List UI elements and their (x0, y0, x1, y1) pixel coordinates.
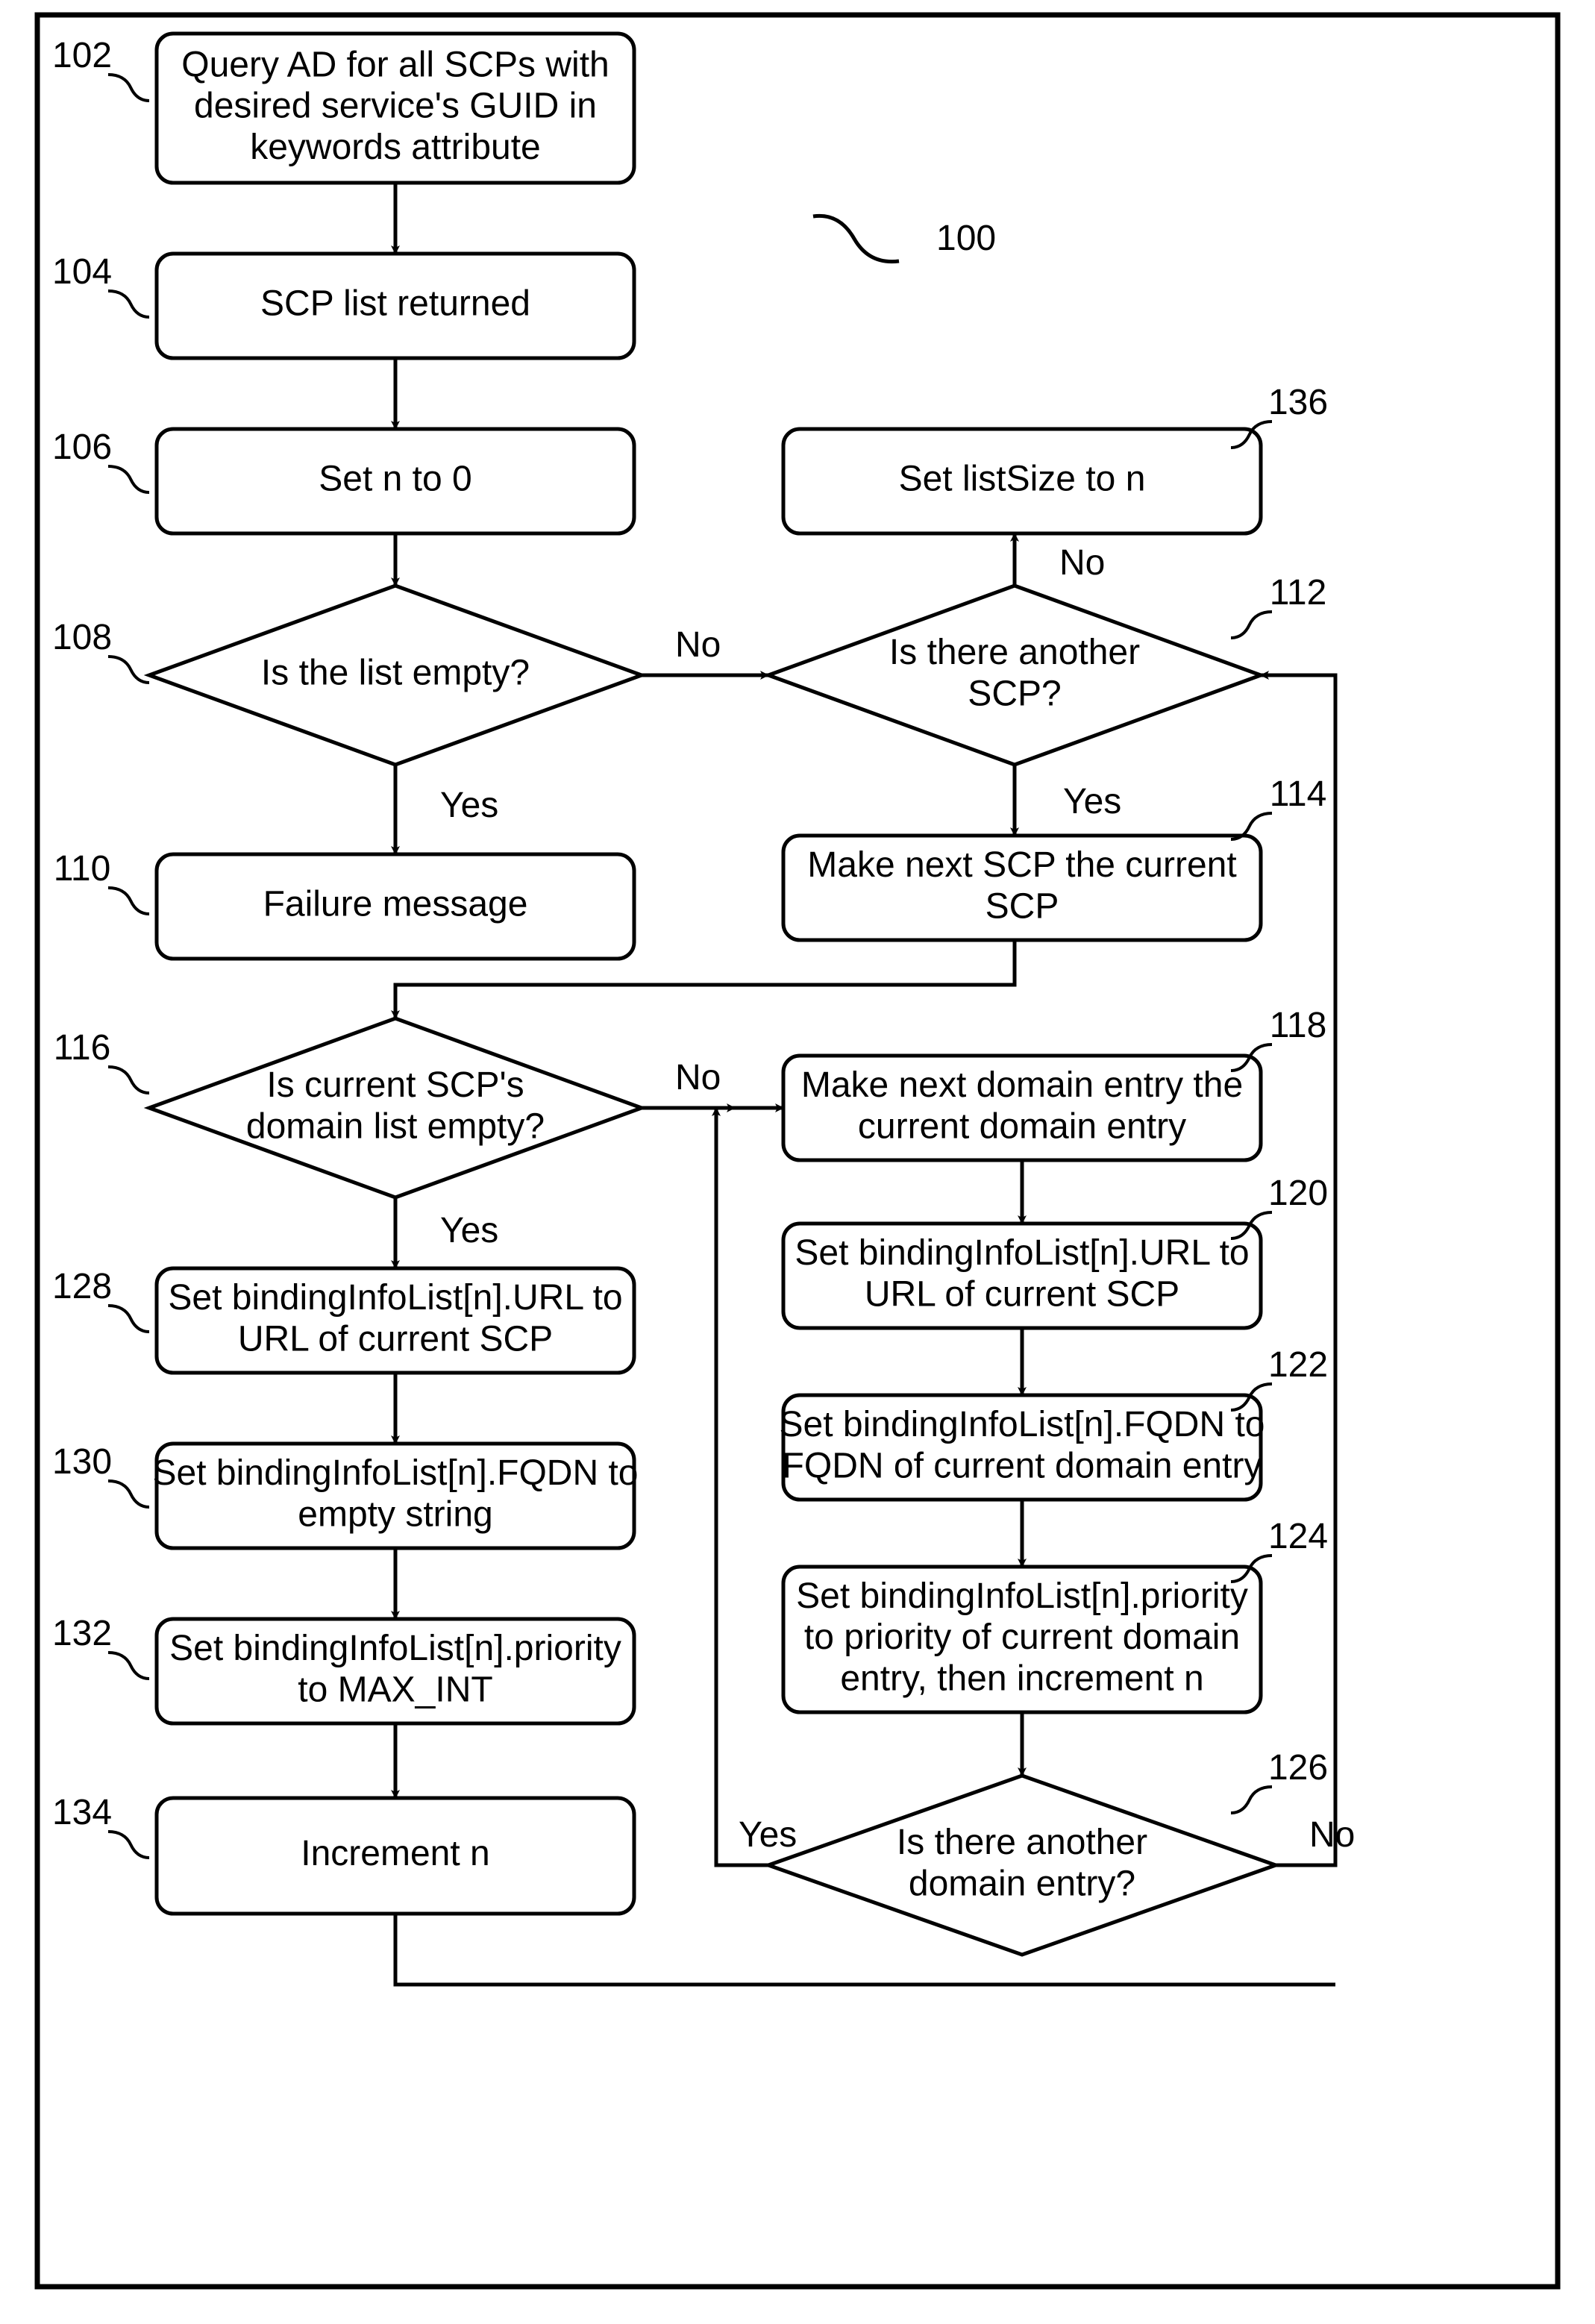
edge-label: No (1309, 1815, 1355, 1855)
node-116: Is current SCP'sdomain list empty? 116 (54, 1018, 642, 1197)
node-108: Is the list empty? 108 (52, 586, 642, 765)
node-104: SCP list returned 104 (52, 252, 634, 358)
node-130: Set bindingInfoList[n].FQDN toempty stri… (52, 1442, 639, 1548)
node-126: Is there anotherdomain entry? 126 (768, 1748, 1328, 1955)
node-label: SCP (985, 886, 1059, 926)
node-label: SCP list returned (260, 284, 530, 324)
node-134: Increment n 134 (52, 1793, 634, 1914)
ref-number: 120 (1268, 1174, 1328, 1213)
edge (716, 1108, 768, 1865)
ref-leader (1231, 1787, 1272, 1813)
ref-leader (1231, 612, 1272, 638)
ref-number: 130 (52, 1442, 112, 1482)
node-label: URL of current SCP (865, 1274, 1179, 1314)
node-label: Query AD for all SCPs with (181, 45, 610, 84)
node-label: FQDN of current domain entry (783, 1446, 1262, 1485)
ref-leader (108, 657, 149, 683)
node-122: Set bindingInfoList[n].FQDN toFQDN of cu… (780, 1345, 1329, 1500)
node-label: to MAX_INT (298, 1670, 492, 1709)
edge-label: Yes (440, 786, 498, 825)
node-label: Make next SCP the current (807, 845, 1236, 885)
node-label: empty string (298, 1494, 492, 1534)
ref-number: 126 (1268, 1748, 1328, 1788)
ref-leader (108, 1067, 149, 1093)
figure-ref-leader (813, 216, 899, 261)
ref-number: 116 (54, 1028, 111, 1068)
edge (395, 1914, 1335, 1985)
ref-number: 106 (52, 427, 112, 467)
node-label: domain list empty? (246, 1106, 545, 1146)
node-label: Set bindingInfoList[n].URL to (168, 1278, 622, 1318)
node-label: Increment n (301, 1834, 489, 1873)
node-128: Set bindingInfoList[n].URL toURL of curr… (52, 1267, 634, 1373)
ref-number: 110 (54, 849, 111, 889)
node-label: Is there another (897, 1823, 1147, 1862)
node-label: Set bindingInfoList[n].FQDN to (153, 1453, 639, 1493)
node-label: entry, then increment n (840, 1659, 1203, 1698)
ref-number: 104 (52, 252, 112, 292)
node-label: Failure message (263, 885, 528, 924)
node-label: Make next domain entry the (801, 1065, 1243, 1105)
ref-number: 128 (52, 1267, 112, 1306)
ref-number: 108 (52, 618, 112, 657)
figure-ref-100: 100 (813, 216, 996, 261)
node-label: desired service's GUID in (194, 87, 597, 126)
node-114: Make next SCP the currentSCP 114 (783, 774, 1326, 940)
node-136: Set listSize to n 136 (783, 383, 1328, 533)
ref-number: 102 (52, 36, 112, 75)
node-112: Is there anotherSCP? 112 (768, 573, 1326, 765)
node-106: Set n to 0 106 (52, 427, 634, 533)
ref-leader (108, 466, 149, 492)
ref-number: 124 (1268, 1517, 1328, 1556)
node-110: Failure message 110 (54, 849, 634, 959)
ref-leader (108, 75, 149, 101)
node-label: current domain entry (858, 1106, 1186, 1146)
ref-leader (108, 1481, 149, 1507)
edge-label: Yes (1063, 782, 1121, 821)
ref-number: 136 (1268, 383, 1328, 422)
ref-number: 134 (52, 1793, 112, 1832)
ref-leader (108, 1832, 149, 1858)
node-label: URL of current SCP (238, 1319, 553, 1359)
node-label: Set n to 0 (319, 460, 471, 499)
node-124: Set bindingInfoList[n].priorityto priori… (783, 1517, 1328, 1712)
edge-label: No (675, 625, 721, 665)
node-label: Set bindingInfoList[n].FQDN to (780, 1405, 1265, 1444)
edge-label: Yes (440, 1211, 498, 1250)
figure-ref-label: 100 (936, 219, 996, 258)
flowchart-diagram: Yes No No Yes No Yes Yes No Query AD for all SCP… (0, 0, 1595, 2324)
node-label: Set bindingInfoList[n].priority (169, 1629, 621, 1668)
ref-number: 132 (52, 1614, 112, 1653)
ref-leader (108, 291, 149, 317)
node-label: Is current SCP's (266, 1065, 524, 1105)
node-label: domain entry? (909, 1864, 1135, 1903)
ref-leader (108, 1306, 149, 1332)
node-label: SCP? (968, 674, 1061, 713)
nodes: Query AD for all SCPs withdesired servic… (52, 34, 1328, 1955)
edge (1261, 675, 1335, 1865)
edge-label: No (675, 1058, 721, 1097)
node-label: keywords attribute (250, 128, 541, 167)
node-102: Query AD for all SCPs withdesired servic… (52, 34, 634, 183)
node-132: Set bindingInfoList[n].priorityto MAX_IN… (52, 1614, 634, 1723)
ref-number: 118 (1270, 1006, 1327, 1045)
edge-label: Yes (739, 1815, 797, 1855)
node-label: Set listSize to n (899, 460, 1146, 499)
node-label: Set bindingInfoList[n].URL to (795, 1233, 1249, 1273)
node-label: Is there another (889, 633, 1140, 672)
node-label: to priority of current domain (804, 1617, 1240, 1657)
node-120: Set bindingInfoList[n].URL toURL of curr… (783, 1174, 1328, 1328)
ref-leader (108, 1653, 149, 1679)
ref-leader (108, 888, 149, 914)
ref-number: 112 (1270, 573, 1327, 613)
ref-number: 114 (1270, 774, 1327, 814)
ref-number: 122 (1268, 1345, 1328, 1385)
edge-label: No (1059, 543, 1105, 583)
node-label: Is the list empty? (261, 654, 530, 693)
node-label: Set bindingInfoList[n].priority (796, 1576, 1248, 1616)
node-118: Make next domain entry thecurrent domain… (783, 1006, 1326, 1160)
